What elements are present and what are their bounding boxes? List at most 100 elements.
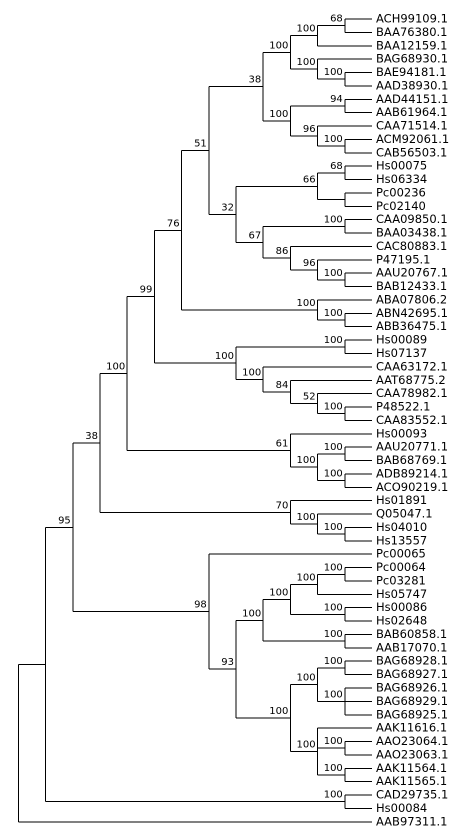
leaf-label: Hs00075 xyxy=(376,159,427,173)
leaf-label: CAD29735.1 xyxy=(376,788,448,802)
leaf-label: Hs07137 xyxy=(376,346,427,360)
leaf-label: AAB17070.1 xyxy=(376,640,448,654)
leaf-label: Pc00065 xyxy=(376,547,426,561)
leaf-label: CAA78982.1 xyxy=(376,386,448,400)
leaf-label: CAB56503.1 xyxy=(376,145,447,159)
leaf-label: Pc03281 xyxy=(376,573,426,587)
support-value: 100 xyxy=(324,602,343,613)
leaf-label: Hs00086 xyxy=(376,600,427,614)
support-value: 100 xyxy=(242,608,261,619)
support-value: 100 xyxy=(324,689,343,700)
support-value: 84 xyxy=(276,380,289,391)
leaf-label: ACM92061.1 xyxy=(376,132,449,146)
leaf-label: ABA07806.2 xyxy=(376,292,447,306)
leaf-label: BAG68929.1 xyxy=(376,694,448,708)
support-value: 100 xyxy=(324,522,343,533)
leaf-label: CAA71514.1 xyxy=(376,119,448,133)
support-value: 32 xyxy=(221,202,234,213)
leaf-label: ABB36475.1 xyxy=(376,319,447,333)
leaf-label: BAB68769.1 xyxy=(376,453,447,467)
leaf-label: BAA12159.1 xyxy=(376,38,448,52)
support-value: 66 xyxy=(303,174,316,185)
leaf-label: BAA76380.1 xyxy=(376,25,448,39)
support-value: 100 xyxy=(324,67,343,78)
leaf-label: CAC80883.1 xyxy=(376,239,447,253)
support-value: 100 xyxy=(324,402,343,413)
support-value: 100 xyxy=(297,673,316,684)
leaf-label: ABN42695.1 xyxy=(376,306,448,320)
support-value: 95 xyxy=(58,515,71,526)
support-value: 68 xyxy=(330,161,343,172)
support-value: 100 xyxy=(324,629,343,640)
leaf-label: P48522.1 xyxy=(376,400,431,414)
leaf-label: BAB60858.1 xyxy=(376,627,447,641)
leaf-label: Hs05747 xyxy=(376,587,427,601)
leaf-label: CAA63172.1 xyxy=(376,359,448,373)
support-value: 100 xyxy=(297,298,316,309)
leaf-label: ACO90219.1 xyxy=(376,480,448,494)
leaf-label: ACH99109.1 xyxy=(376,12,448,26)
leaf-label: AAB97311.1 xyxy=(376,814,448,828)
leaf-label: Hs13557 xyxy=(376,533,427,547)
leaf-label: AAK11565.1 xyxy=(376,774,447,788)
support-value: 100 xyxy=(106,362,125,373)
leaf-label: Hs06334 xyxy=(376,172,427,186)
support-value: 100 xyxy=(297,740,316,751)
support-value: 61 xyxy=(276,439,289,450)
support-value: 100 xyxy=(324,214,343,225)
support-value: 96 xyxy=(303,124,316,135)
support-value: 100 xyxy=(269,706,288,717)
leaf-label: Q05047.1 xyxy=(376,507,433,521)
leaf-label: Hs01891 xyxy=(376,493,427,507)
leaf-label: Hs00084 xyxy=(376,801,427,815)
support-value: 100 xyxy=(324,790,343,801)
leaf-label: Hs00089 xyxy=(376,333,427,347)
support-value: 100 xyxy=(215,351,234,362)
support-value: 76 xyxy=(167,218,180,229)
support-value: 68 xyxy=(330,14,343,25)
leaf-label: AAD38930.1 xyxy=(376,78,448,92)
leaf-label: Hs02648 xyxy=(376,614,427,628)
leaf-label: AAO23063.1 xyxy=(376,747,448,761)
leaf-label: BAB12433.1 xyxy=(376,279,447,293)
support-value: 100 xyxy=(297,24,316,35)
support-value: 100 xyxy=(324,134,343,145)
support-value: 38 xyxy=(248,75,261,86)
leaf-label: Pc02140 xyxy=(376,199,426,213)
support-value: 100 xyxy=(324,562,343,573)
leaf-label: Hs04010 xyxy=(376,520,427,534)
support-value: 100 xyxy=(324,308,343,319)
support-value: 100 xyxy=(324,656,343,667)
leaf-label: BAA03438.1 xyxy=(376,226,448,240)
support-value: 96 xyxy=(303,258,316,269)
leaf-label: CAA09850.1 xyxy=(376,212,448,226)
leaf-label: P47195.1 xyxy=(376,252,431,266)
leaf-label: BAG68928.1 xyxy=(376,654,448,668)
support-value: 86 xyxy=(276,246,289,257)
support-value: 100 xyxy=(324,469,343,480)
support-value: 93 xyxy=(221,657,234,668)
support-value: 70 xyxy=(276,500,289,511)
leaf-label: CAA83552.1 xyxy=(376,413,448,427)
support-value: 100 xyxy=(269,587,288,598)
leaf-label: BAG68930.1 xyxy=(376,52,448,66)
leaf-label: AAK11616.1 xyxy=(376,721,447,735)
support-value: 98 xyxy=(194,600,207,611)
support-value: 100 xyxy=(297,512,316,523)
support-value: 100 xyxy=(324,442,343,453)
support-value: 100 xyxy=(297,572,316,583)
support-value: 100 xyxy=(269,109,288,120)
support-value: 100 xyxy=(324,335,343,346)
leaf-label: AAK11564.1 xyxy=(376,761,447,775)
leaf-label: AAU20767.1 xyxy=(376,266,448,280)
leaf-label: AAO23064.1 xyxy=(376,734,448,748)
leaf-label: BAE94181.1 xyxy=(376,65,447,79)
leaf-label: AAU20771.1 xyxy=(376,440,448,454)
support-value: 38 xyxy=(85,431,98,442)
support-value: 100 xyxy=(242,367,261,378)
leaf-label: AAB61964.1 xyxy=(376,105,448,119)
leaf-label: AAT68775.2 xyxy=(376,373,446,387)
support-value: 100 xyxy=(297,57,316,68)
support-value: 51 xyxy=(194,139,207,150)
